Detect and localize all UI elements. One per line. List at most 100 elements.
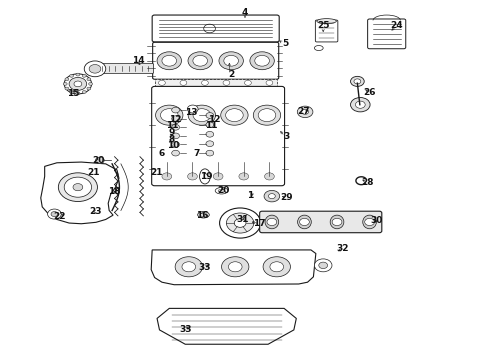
Polygon shape — [157, 309, 296, 344]
Circle shape — [160, 109, 178, 122]
Text: 5: 5 — [282, 39, 288, 48]
Text: 25: 25 — [317, 21, 329, 30]
Circle shape — [245, 80, 251, 85]
Text: 11: 11 — [205, 121, 218, 130]
FancyBboxPatch shape — [152, 86, 285, 186]
Text: 33: 33 — [198, 264, 211, 273]
Circle shape — [204, 24, 216, 33]
Circle shape — [365, 219, 374, 226]
Text: 23: 23 — [90, 207, 102, 216]
Circle shape — [206, 141, 214, 147]
Text: 32: 32 — [337, 244, 349, 253]
Text: 33: 33 — [179, 325, 192, 334]
Text: 9: 9 — [169, 128, 175, 137]
Circle shape — [159, 80, 165, 85]
Circle shape — [226, 213, 254, 233]
Circle shape — [156, 105, 183, 125]
Text: 3: 3 — [283, 132, 290, 141]
Circle shape — [354, 79, 361, 84]
Circle shape — [267, 219, 277, 226]
Text: 12: 12 — [170, 115, 182, 124]
Circle shape — [89, 82, 93, 85]
Circle shape — [253, 105, 281, 125]
Circle shape — [73, 184, 83, 191]
Circle shape — [162, 55, 176, 66]
Text: 21: 21 — [87, 168, 100, 177]
Ellipse shape — [215, 188, 228, 194]
Circle shape — [220, 208, 261, 238]
Circle shape — [315, 259, 332, 272]
Circle shape — [87, 87, 91, 90]
Circle shape — [187, 105, 198, 113]
Circle shape — [188, 173, 197, 180]
FancyBboxPatch shape — [260, 211, 382, 233]
Circle shape — [82, 90, 86, 93]
Circle shape — [63, 82, 67, 85]
Circle shape — [70, 75, 74, 77]
Circle shape — [355, 101, 365, 108]
Circle shape — [51, 212, 58, 217]
Text: 11: 11 — [167, 121, 179, 130]
Text: 18: 18 — [108, 187, 121, 196]
Circle shape — [224, 55, 239, 66]
Circle shape — [350, 98, 370, 112]
Ellipse shape — [197, 212, 209, 218]
Circle shape — [220, 105, 248, 125]
Circle shape — [206, 113, 214, 118]
Circle shape — [58, 173, 98, 202]
Ellipse shape — [218, 189, 225, 192]
Circle shape — [263, 257, 291, 277]
Circle shape — [234, 219, 246, 227]
Circle shape — [239, 173, 248, 180]
Circle shape — [87, 78, 91, 81]
Circle shape — [96, 157, 104, 163]
FancyBboxPatch shape — [152, 15, 279, 42]
Text: 1: 1 — [247, 191, 253, 200]
Text: 30: 30 — [371, 216, 383, 225]
Ellipse shape — [297, 215, 311, 229]
Bar — [155, 79, 277, 87]
Text: 19: 19 — [199, 172, 212, 181]
Circle shape — [82, 75, 86, 77]
Text: 27: 27 — [297, 107, 310, 116]
Circle shape — [193, 55, 208, 66]
Circle shape — [219, 52, 244, 70]
Circle shape — [297, 106, 313, 118]
Circle shape — [172, 150, 179, 156]
Circle shape — [89, 64, 101, 73]
Text: 22: 22 — [53, 212, 66, 221]
Text: 28: 28 — [361, 177, 373, 186]
Text: 6: 6 — [159, 149, 165, 158]
Text: 7: 7 — [193, 149, 199, 158]
Circle shape — [223, 80, 230, 85]
Circle shape — [302, 109, 309, 114]
Circle shape — [69, 77, 87, 90]
Circle shape — [74, 81, 82, 87]
Polygon shape — [41, 162, 119, 224]
Ellipse shape — [363, 215, 376, 229]
Circle shape — [264, 190, 280, 202]
Circle shape — [64, 177, 92, 197]
Circle shape — [188, 105, 216, 125]
Text: 26: 26 — [364, 87, 376, 96]
FancyBboxPatch shape — [368, 19, 406, 49]
Text: 8: 8 — [169, 135, 175, 144]
Circle shape — [213, 173, 223, 180]
Ellipse shape — [317, 19, 336, 24]
FancyBboxPatch shape — [153, 42, 279, 79]
Circle shape — [228, 262, 242, 272]
Circle shape — [65, 87, 69, 90]
Circle shape — [225, 109, 243, 122]
Ellipse shape — [199, 169, 210, 184]
Circle shape — [172, 133, 179, 139]
Circle shape — [201, 80, 208, 85]
Circle shape — [350, 76, 364, 86]
Circle shape — [250, 52, 274, 70]
Ellipse shape — [330, 215, 344, 229]
Circle shape — [332, 219, 342, 226]
Circle shape — [258, 109, 276, 122]
Text: 20: 20 — [92, 156, 104, 165]
Circle shape — [265, 173, 274, 180]
Text: 17: 17 — [253, 219, 266, 228]
Circle shape — [193, 109, 211, 122]
